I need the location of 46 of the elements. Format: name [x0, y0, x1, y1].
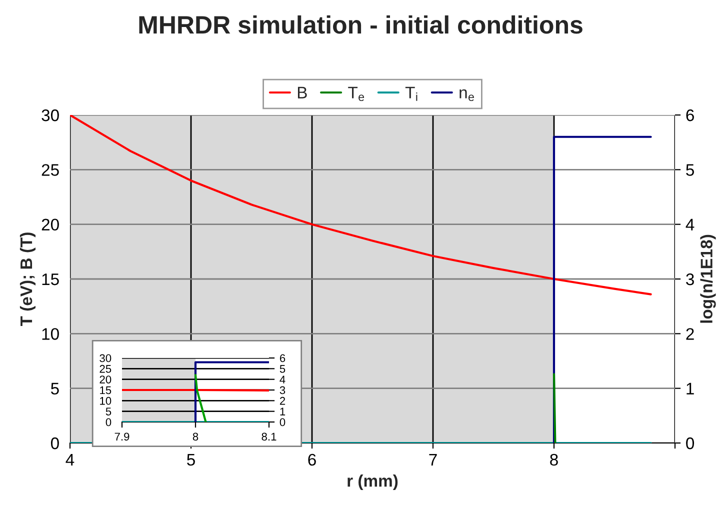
x-tick-label: 6 — [308, 454, 316, 466]
legend-label: B — [298, 86, 307, 98]
y2-tick-label: 6 — [280, 354, 286, 362]
y-tick-label: 25 — [42, 164, 59, 176]
y2-axis-title: log(n/1E18) — [700, 234, 716, 323]
x-tick-label: 4 — [66, 454, 74, 466]
y-tick-label: 25 — [100, 364, 112, 373]
y2-tick-label: 2 — [280, 396, 286, 405]
y2-tick-label: 3 — [280, 386, 286, 394]
x-tick-label: 8 — [550, 454, 558, 466]
legend-label: T$_{i}$ — [405, 86, 418, 101]
x-tick-label: 8.1 — [262, 432, 276, 441]
y2-tick-label: 4 — [280, 376, 286, 384]
line-series — [70, 115, 652, 296]
y-tick-label: 5 — [106, 408, 112, 416]
x-tick-label: 7 — [429, 454, 437, 466]
y-tick-label: 15 — [42, 274, 59, 286]
y-tick-label: 10 — [42, 328, 59, 340]
y-tick-label: 30 — [100, 354, 112, 362]
chart-title: MHRDR simulation - initial conditions — [139, 15, 582, 34]
x-tick-label: 5 — [187, 454, 195, 466]
legend-label: T$_{e}$ — [348, 86, 364, 102]
x-tick-label: 8 — [192, 432, 198, 441]
y2-tick-label: 0 — [686, 437, 694, 450]
y-tick-label: 20 — [42, 218, 59, 231]
y2-tick-label: 0 — [280, 418, 286, 426]
y-tick-label: 10 — [100, 396, 112, 405]
y2-tick-label: 6 — [686, 109, 694, 122]
line-series — [194, 374, 207, 422]
y2-tick-label: 1 — [280, 408, 286, 416]
x-axis-title: r (mm) — [348, 474, 398, 490]
y2-tick-label: 2 — [686, 328, 694, 340]
y-tick-label: 20 — [100, 376, 112, 384]
y2-tick-label: 4 — [686, 218, 694, 230]
y2-tick-label: 5 — [280, 365, 286, 373]
y2-tick-label: 3 — [686, 273, 694, 286]
y-tick-label: 0 — [50, 437, 59, 450]
y-tick-label: 30 — [42, 109, 59, 122]
x-tick-label: 7.9 — [114, 432, 130, 441]
y-tick-label: 0 — [106, 418, 112, 426]
y-tick-label: 15 — [100, 386, 112, 394]
y2-tick-label: 5 — [686, 164, 694, 176]
y-axis-title: T (eV); B (T) — [20, 232, 36, 326]
y-tick-label: 5 — [50, 382, 59, 395]
y2-tick-label: 1 — [686, 382, 694, 394]
legend-label: n$_{e}$ — [460, 89, 474, 102]
